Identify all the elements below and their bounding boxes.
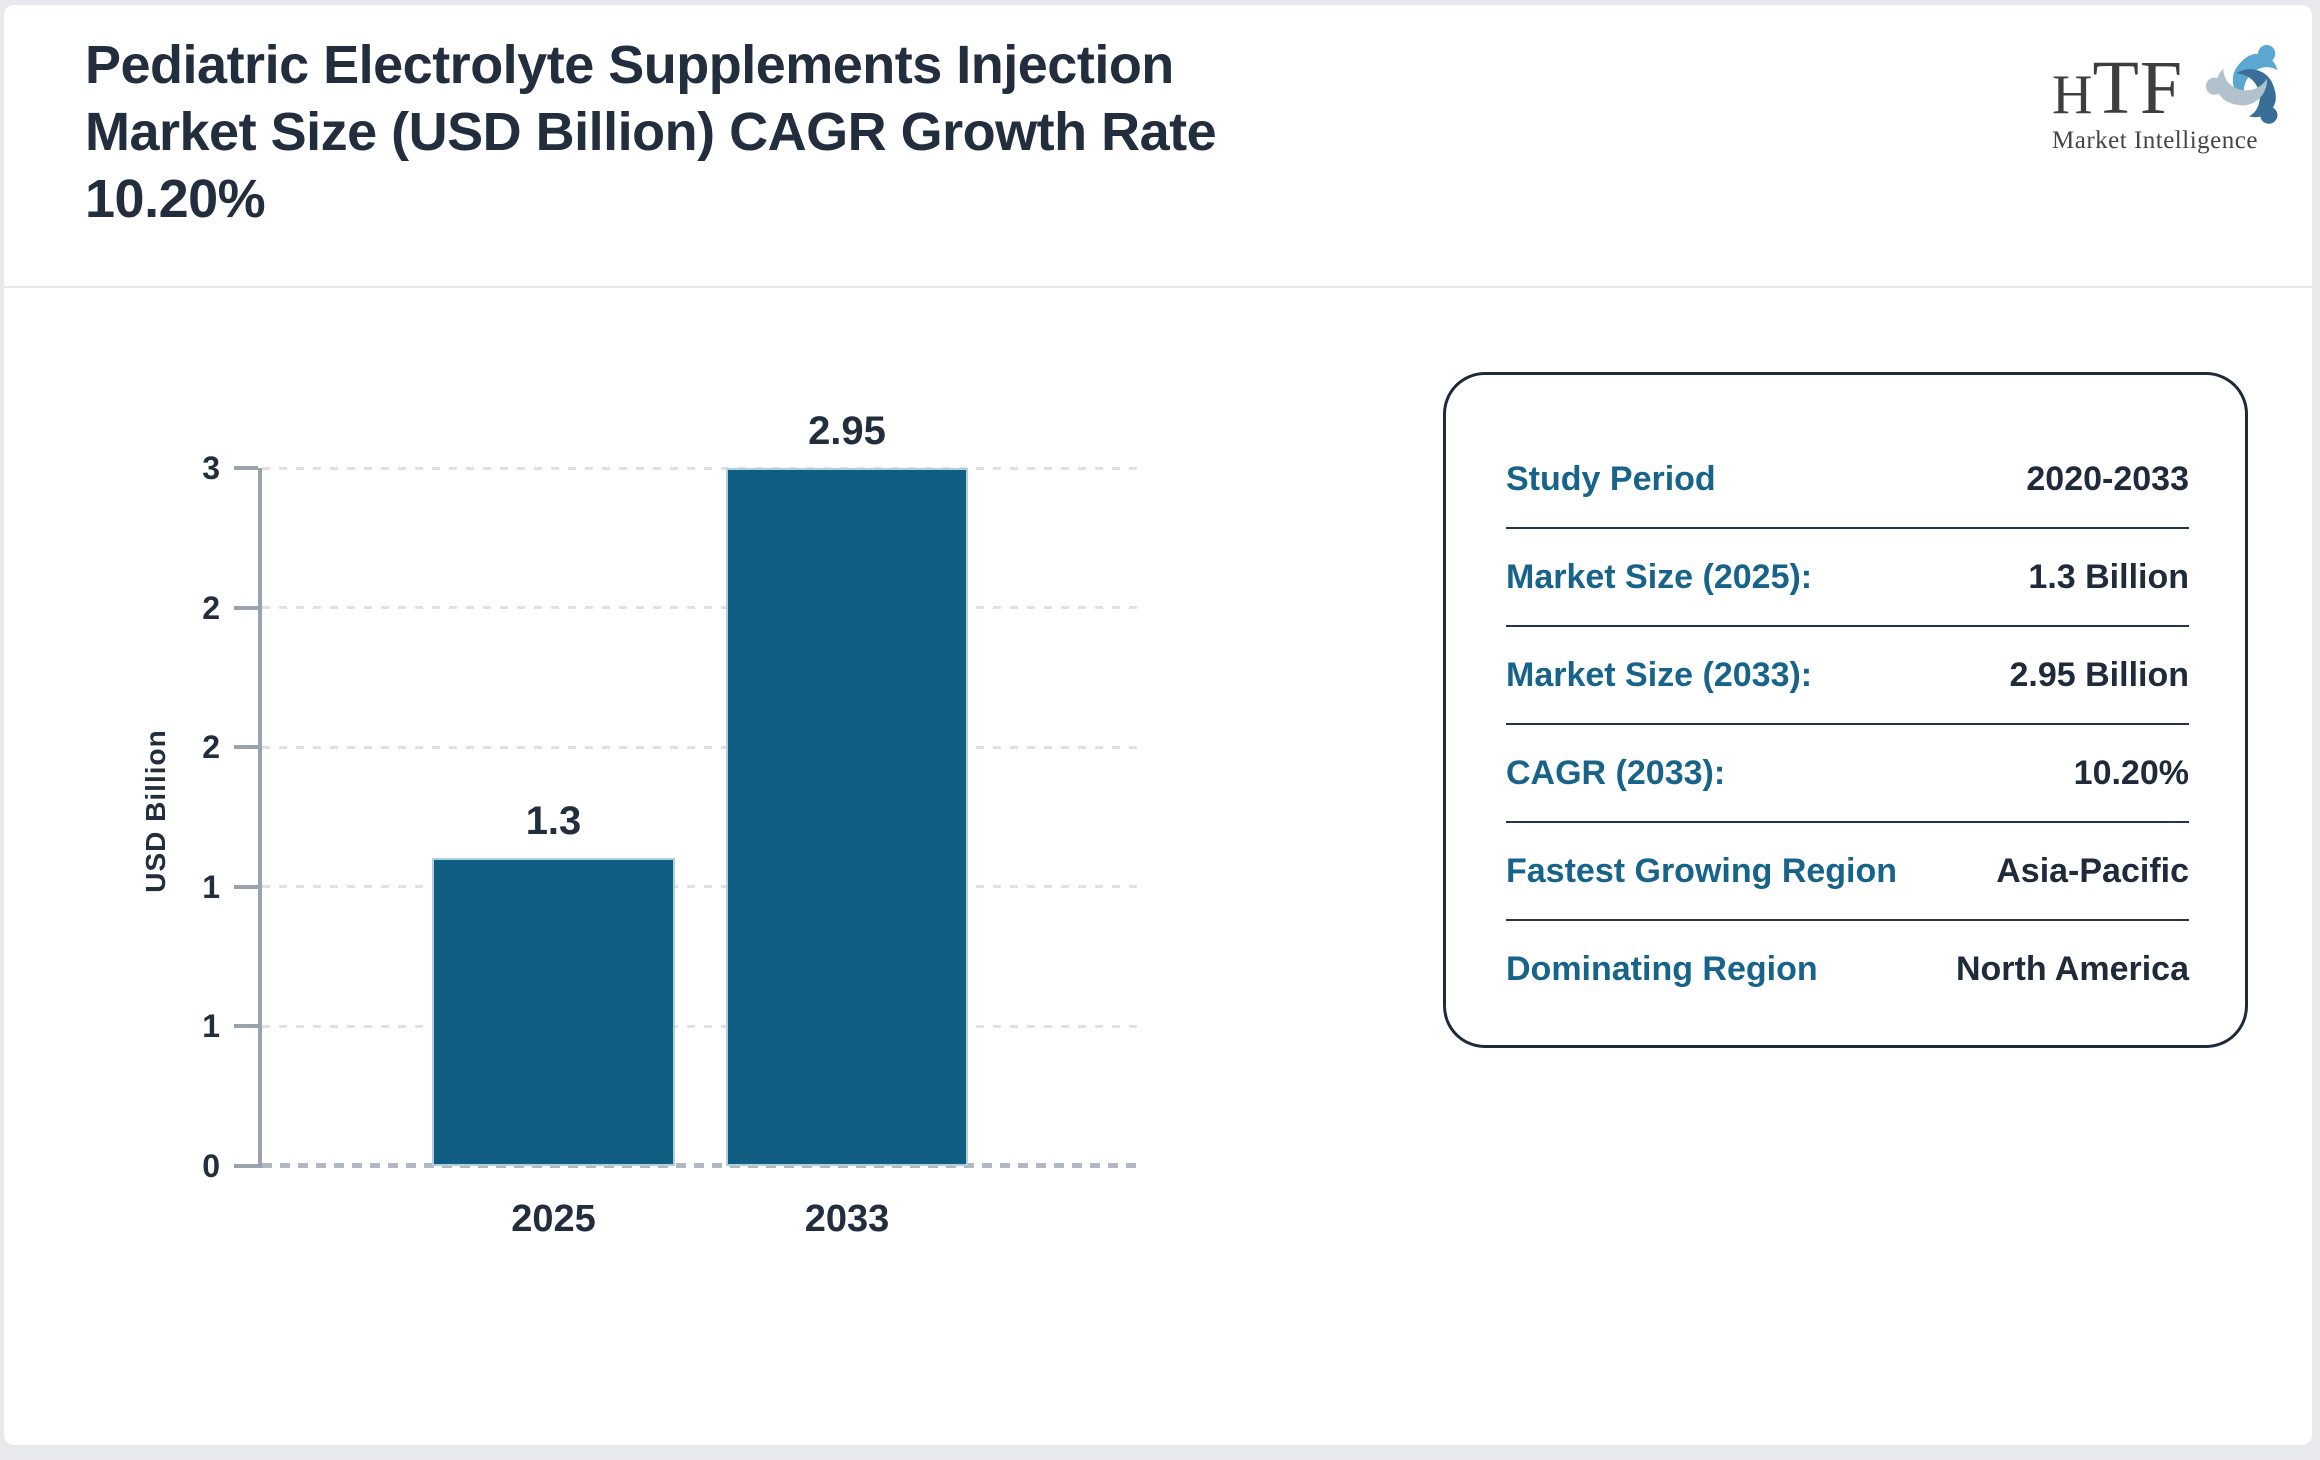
gridline bbox=[262, 467, 1138, 470]
info-value: 10.20% bbox=[2073, 753, 2189, 792]
gridline bbox=[262, 606, 1138, 609]
header-divider bbox=[4, 286, 2312, 288]
info-row-cagr: CAGR (2033): 10.20% bbox=[1506, 725, 2189, 823]
y-tick-label: 2 bbox=[202, 590, 220, 626]
info-value: Asia-Pacific bbox=[1996, 851, 2189, 890]
x-axis-baseline bbox=[262, 1163, 1140, 1168]
y-tick-label: 0 bbox=[202, 1148, 220, 1184]
gridline bbox=[262, 746, 1138, 749]
gridline bbox=[262, 885, 1138, 888]
info-row-market-size-2025: Market Size (2025): 1.3 Billion bbox=[1506, 529, 2189, 627]
y-tick-label: 1 bbox=[202, 869, 220, 905]
info-row-market-size-2033: Market Size (2033): 2.95 Billion bbox=[1506, 627, 2189, 725]
htf-logo: HTF Market Intelligence bbox=[2052, 35, 2312, 165]
info-label: Dominating Region bbox=[1506, 949, 1818, 988]
y-tick-mark bbox=[234, 1024, 258, 1028]
y-axis-line bbox=[258, 468, 262, 1168]
y-tick-mark bbox=[234, 885, 258, 889]
bar-value-label-2033: 2.95 bbox=[808, 409, 886, 453]
bar-value-label-2025: 1.3 bbox=[525, 799, 582, 843]
bar-2033 bbox=[726, 468, 968, 1166]
info-row-fastest-growing-region: Fastest Growing Region Asia-Pacific bbox=[1506, 823, 2189, 921]
info-value: 2020-2033 bbox=[2026, 459, 2189, 498]
info-label: Market Size (2033): bbox=[1506, 655, 1813, 694]
info-value: North America bbox=[1955, 949, 2189, 988]
info-label: CAGR (2033): bbox=[1506, 753, 1726, 792]
x-axis-label-2025: 2025 bbox=[511, 1198, 596, 1240]
y-tick-mark bbox=[234, 606, 258, 610]
y-tick-label: 2 bbox=[202, 729, 220, 765]
info-row-study-period: Study Period 2020-2033 bbox=[1506, 431, 2189, 529]
info-value: 1.3 Billion bbox=[2028, 557, 2189, 596]
x-axis-label-2033: 2033 bbox=[804, 1198, 890, 1240]
y-tick-label: 3 bbox=[202, 450, 220, 486]
htf-logo-letter-h: H bbox=[2052, 64, 2093, 126]
info-label: Market Size (2025): bbox=[1506, 557, 1813, 596]
market-summary-panel: Study Period 2020-2033 Market Size (2025… bbox=[1443, 372, 2248, 1048]
y-axis-title: USD Billion bbox=[140, 729, 171, 893]
y-tick-label: 1 bbox=[202, 1008, 220, 1044]
info-value: 2.95 Billion bbox=[2009, 655, 2190, 694]
page-title: Pediatric Electrolyte Supplements Inject… bbox=[85, 35, 1217, 229]
htf-logo-text: HTF bbox=[2052, 45, 2183, 132]
y-tick-mark bbox=[234, 1164, 258, 1168]
y-tick-mark bbox=[234, 745, 258, 749]
bar-2025 bbox=[432, 858, 675, 1166]
three-figures-swirl-icon bbox=[2205, 37, 2291, 132]
y-tick-mark bbox=[234, 466, 258, 470]
htf-logo-subtitle: Market Intelligence bbox=[2052, 127, 2258, 154]
info-label: Fastest Growing Region bbox=[1506, 851, 1898, 890]
gridline bbox=[262, 1025, 1138, 1028]
info-label: Study Period bbox=[1506, 459, 1716, 498]
htf-logo-letters-tf: TF bbox=[2092, 46, 2184, 130]
info-row-dominating-region: Dominating Region North America bbox=[1506, 921, 2189, 1017]
report-card: Pediatric Electrolyte Supplements Inject… bbox=[4, 5, 2312, 1445]
